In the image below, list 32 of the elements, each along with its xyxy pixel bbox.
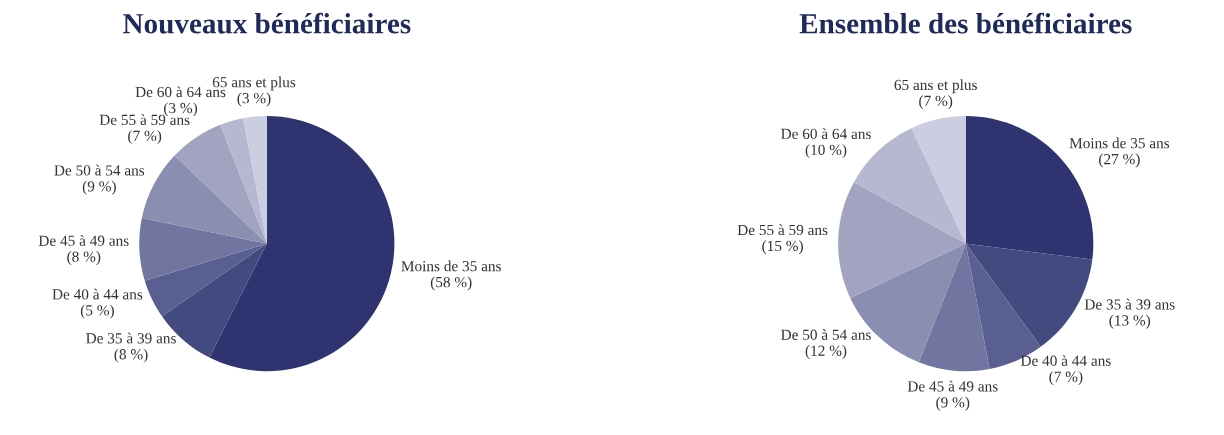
data-label: (9 %) <box>82 180 116 195</box>
slice-label: Moins de 35 ans <box>1069 137 1170 149</box>
data-label: (15 %) <box>762 240 803 255</box>
data-label: (58 %) <box>430 276 472 291</box>
data-label: (10 %) <box>805 144 847 159</box>
slice-label: De 45 à 49 ans <box>38 235 129 246</box>
slice-label: De 45 à 49 ans <box>907 380 998 392</box>
data-label: (27 %) <box>1099 153 1140 168</box>
data-label: (3 %) <box>237 92 271 107</box>
slice-label: De 40 à 44 ans <box>1020 355 1111 366</box>
slice-label: De 50 à 54 ans <box>781 329 871 340</box>
data-label: (3 %) <box>164 102 198 117</box>
chart-title: Ensemble des bénéficiaires <box>799 12 1132 34</box>
slice-label: De 40 à 44 ans <box>52 288 143 300</box>
slice-label: De 55 à 59 ans <box>737 224 828 236</box>
data-label: (8 %) <box>67 251 101 265</box>
slice-label: De 50 à 54 ans <box>54 164 145 176</box>
data-label: (7 %) <box>1049 371 1083 385</box>
data-label: (12 %) <box>805 345 847 359</box>
data-label: (5 %) <box>80 304 114 319</box>
slice-label: De 35 à 39 ans <box>1084 298 1175 310</box>
data-label: (7 %) <box>128 130 162 145</box>
slice-label: De 60 à 64 ans <box>781 128 871 139</box>
data-label: (7 %) <box>919 95 953 110</box>
data-label: (13 %) <box>1109 314 1151 329</box>
data-label: (9 %) <box>936 396 970 411</box>
slice-label: 65 ans et plus <box>894 79 977 94</box>
chart-title: Nouveaux bénéficiaires <box>123 12 411 34</box>
data-label: (8 %) <box>114 348 148 363</box>
slice-label: De 35 à 39 ans <box>86 332 176 344</box>
slice-label: Moins de 35 ans <box>401 260 501 272</box>
slice-label: 65 ans et plus <box>212 76 296 91</box>
